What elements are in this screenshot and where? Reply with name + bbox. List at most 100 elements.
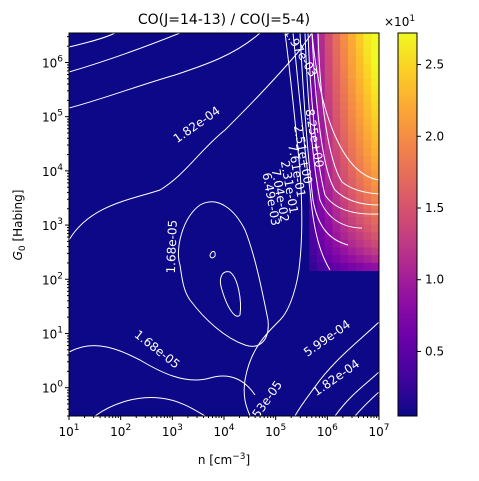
heatmap-cell bbox=[348, 71, 357, 80]
y-tick-label-exponent: 6 bbox=[57, 54, 63, 64]
heatmap-cell bbox=[371, 209, 379, 218]
heatmap-cell bbox=[332, 186, 341, 195]
contour-line bbox=[299, 33, 349, 246]
heatmap-cell bbox=[363, 33, 372, 42]
heatmap-cell bbox=[348, 170, 357, 180]
heatmap-cell bbox=[324, 33, 334, 42]
heatmap-cell bbox=[363, 147, 372, 157]
heatmap-cell bbox=[317, 224, 326, 233]
x-axis-label-tail: ] bbox=[245, 453, 250, 467]
heatmap-cell bbox=[332, 40, 341, 49]
heatmap-cell bbox=[332, 262, 341, 272]
y-tick-label: 105 bbox=[42, 109, 63, 125]
heatmap-cell bbox=[355, 71, 365, 80]
colorbar-tick-label: 1.5 bbox=[425, 201, 444, 215]
contour-lines bbox=[69, 33, 379, 416]
heatmap-cell bbox=[340, 193, 349, 203]
heatmap-cell bbox=[348, 255, 357, 264]
heatmap-cell bbox=[317, 40, 326, 49]
heatmap-cell bbox=[332, 209, 341, 218]
heatmap-cell bbox=[348, 101, 357, 111]
heatmap-cell bbox=[355, 63, 365, 72]
heatmap-cell bbox=[355, 163, 365, 172]
heatmap-cell bbox=[340, 178, 349, 187]
contour-line bbox=[317, 33, 379, 195]
heatmap-cell bbox=[324, 132, 334, 141]
y-axis-label-subscript: 0 bbox=[18, 245, 28, 251]
x-tick-label-exponent: 1 bbox=[74, 423, 80, 433]
heatmap-cell bbox=[340, 109, 349, 118]
contour-line bbox=[292, 33, 331, 271]
heatmap-cell bbox=[324, 232, 334, 241]
heatmap-cell bbox=[371, 170, 379, 180]
heatmap-cell bbox=[355, 224, 365, 233]
heatmap-cell bbox=[355, 86, 365, 95]
heatmap-cell bbox=[340, 78, 349, 88]
y-tick-label: 103 bbox=[42, 217, 63, 233]
heatmap-cell bbox=[371, 186, 379, 195]
heatmap-cell bbox=[309, 132, 318, 141]
heatmap-cell bbox=[348, 86, 357, 95]
y-tick-label-exponent: 4 bbox=[57, 163, 63, 173]
heatmap-cell bbox=[309, 232, 318, 241]
heatmap-cell bbox=[371, 33, 379, 42]
y-tick-label: 104 bbox=[42, 163, 63, 179]
heatmap-cell bbox=[340, 186, 349, 195]
heatmap-cell bbox=[324, 262, 334, 272]
contour-label: 1.68e-05 bbox=[164, 220, 180, 274]
heatmap-cell bbox=[332, 147, 341, 157]
x-tick-label: 106 bbox=[317, 423, 338, 439]
chart-title: CO(J=14-13) / CO(J=5-4) bbox=[138, 12, 310, 28]
heatmap-cell bbox=[309, 78, 318, 88]
x-tick-label: 103 bbox=[162, 423, 183, 439]
heatmap-cell bbox=[309, 201, 318, 210]
heatmap-cell bbox=[340, 232, 349, 241]
heatmap-cell bbox=[317, 71, 326, 80]
heatmap-cell bbox=[340, 247, 349, 256]
heatmap-cell bbox=[309, 186, 318, 195]
heatmap-cell bbox=[363, 86, 372, 95]
y-tick-label-base: 10 bbox=[42, 165, 57, 179]
heatmap-cell bbox=[324, 78, 334, 88]
contour-line bbox=[177, 201, 269, 347]
heatmap-cell bbox=[363, 132, 372, 141]
contour-line bbox=[69, 345, 256, 396]
heatmap-cell bbox=[348, 78, 357, 88]
heatmap-cell bbox=[355, 255, 365, 264]
contour-line bbox=[69, 33, 116, 48]
y-tick-label: 106 bbox=[42, 54, 63, 70]
heatmap-cell bbox=[363, 163, 372, 172]
heatmap-cell bbox=[371, 201, 379, 210]
colorbar-tick-label: 1.0 bbox=[425, 273, 444, 287]
heatmap-cell bbox=[340, 33, 349, 42]
heatmap-cell bbox=[324, 147, 334, 157]
heatmap-cell bbox=[371, 48, 379, 57]
y-tick-label-base: 10 bbox=[42, 111, 57, 125]
heatmap-cell bbox=[371, 224, 379, 233]
y-tick-label-exponent: 2 bbox=[57, 271, 63, 281]
heatmap-cell bbox=[363, 170, 372, 180]
heatmap-cell bbox=[363, 101, 372, 111]
y-tick-label-base: 10 bbox=[42, 327, 57, 341]
heatmap-cell bbox=[348, 201, 357, 210]
heatmap-cell bbox=[309, 193, 318, 203]
heatmap-cell bbox=[317, 140, 326, 149]
heatmap-cell bbox=[363, 232, 372, 241]
heatmap-cell bbox=[324, 155, 334, 164]
x-tick-label-base: 10 bbox=[317, 425, 332, 439]
y-tick-label-exponent: 5 bbox=[57, 109, 63, 119]
heatmap-cell bbox=[371, 94, 379, 103]
contour-line bbox=[304, 33, 363, 229]
heatmap-cell bbox=[363, 78, 372, 88]
heatmap-cell bbox=[355, 48, 365, 57]
x-tick-label-base: 10 bbox=[162, 425, 177, 439]
heatmap-cell bbox=[363, 239, 372, 249]
heatmap-cell bbox=[371, 255, 379, 264]
heatmap-cell bbox=[371, 78, 379, 88]
heatmap-cell bbox=[363, 109, 372, 118]
y-tick-label-base: 10 bbox=[42, 56, 57, 70]
y-axis-label-tail: [Habing] bbox=[11, 190, 25, 246]
heatmap-cell bbox=[324, 63, 334, 72]
y-tick-label-base: 10 bbox=[42, 273, 57, 287]
heatmap-cell bbox=[324, 55, 334, 65]
